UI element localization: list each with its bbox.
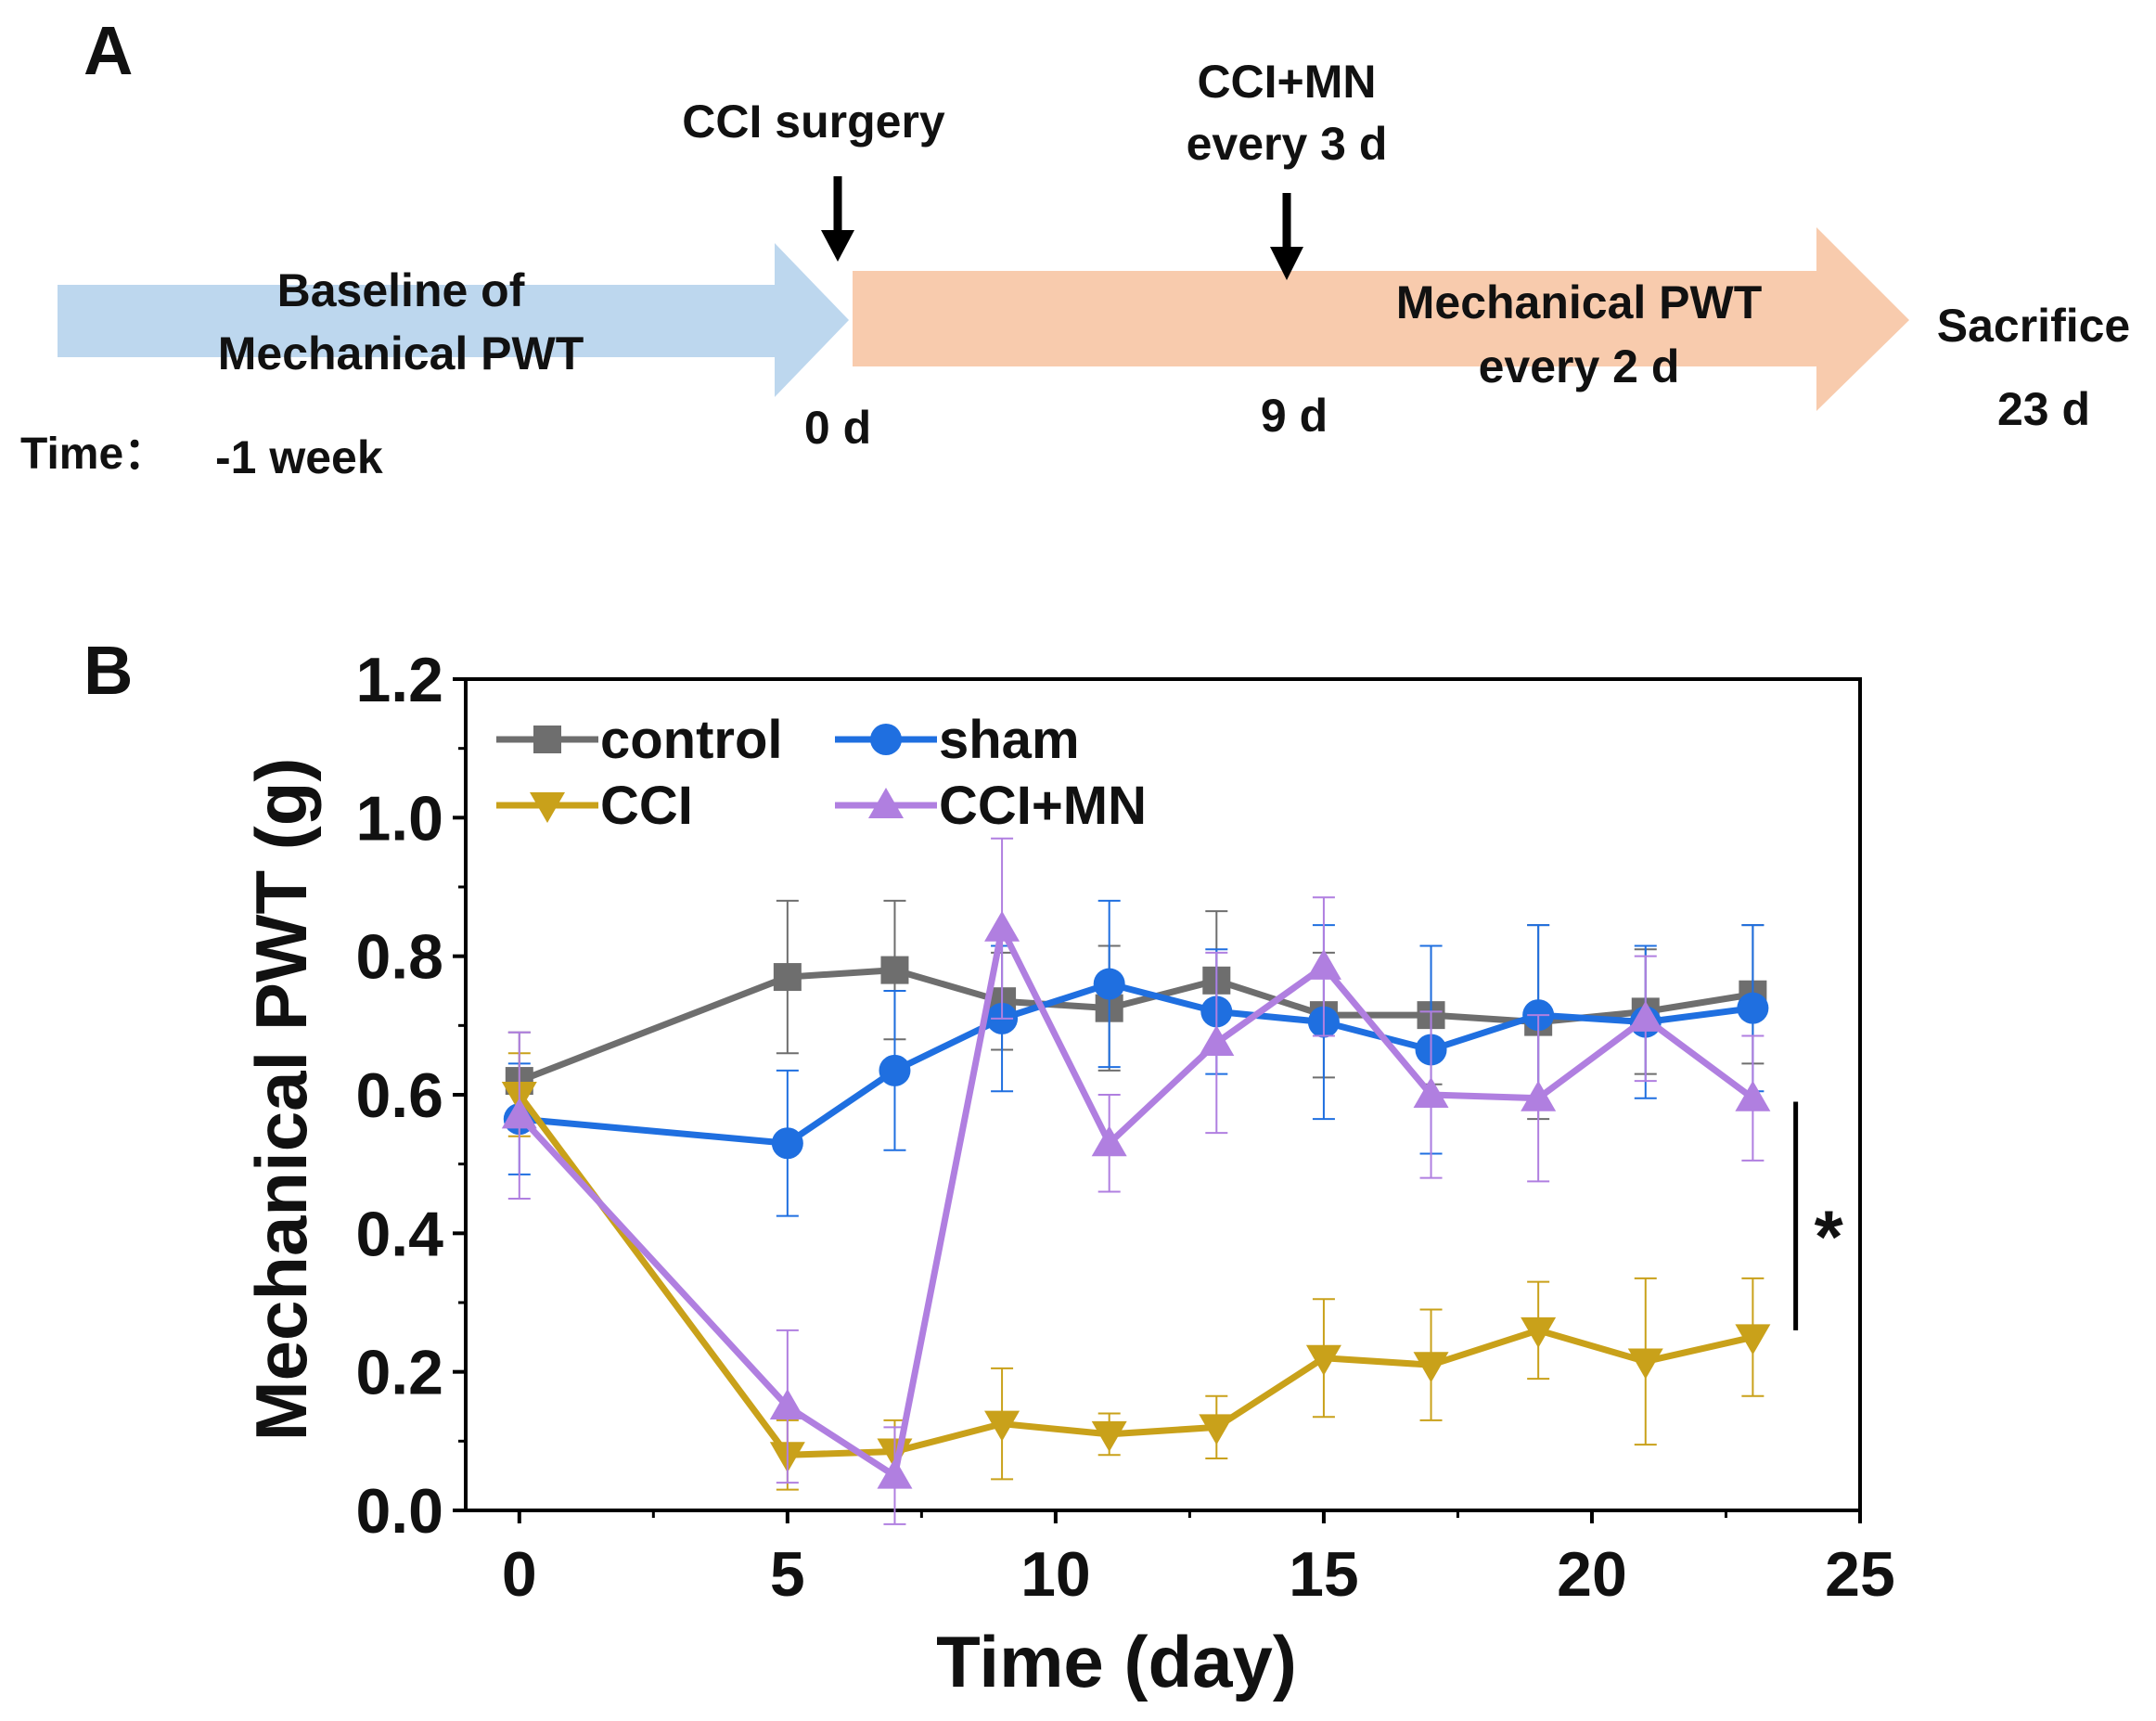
panel-b-label: B — [83, 632, 133, 709]
legend-control-label: control — [600, 710, 783, 770]
sham-point — [771, 1127, 803, 1160]
sham-point — [879, 1054, 911, 1086]
treatment-arrow — [853, 227, 1909, 411]
x-tick-label: 20 — [1557, 1539, 1627, 1610]
y-tick-label: 0.0 — [355, 1476, 443, 1547]
y-tick-label: 0.4 — [355, 1199, 443, 1269]
cci-mn-point — [501, 1098, 537, 1129]
cci-mn-pointer-icon — [1270, 193, 1303, 280]
x-tick-label: 15 — [1289, 1539, 1359, 1610]
mechanical-label-line2: every 2 d — [1479, 340, 1680, 392]
baseline-label-line1: Baseline of — [277, 264, 525, 316]
y-tick-label: 0.2 — [355, 1338, 443, 1408]
y-tick-label: 0.6 — [355, 1060, 443, 1131]
cci-point — [1627, 1348, 1663, 1380]
time-minus-1-week: -1 week — [215, 431, 383, 483]
cci-point — [1521, 1316, 1557, 1348]
baseline-label-line2: Mechanical PWT — [218, 328, 584, 379]
legend-cci-mn-marker — [868, 788, 904, 818]
panel-a-label: A — [83, 12, 133, 89]
control-point — [880, 956, 909, 984]
legend-sham-label: sham — [939, 710, 1080, 770]
cci-series-line — [517, 1092, 1754, 1458]
control-series-line — [518, 967, 1753, 1085]
time-0d: 0 d — [804, 402, 871, 454]
cci-surgery-pointer-icon — [821, 176, 854, 262]
cci-mn-point — [1735, 1080, 1771, 1111]
legend-cci-marker — [530, 792, 565, 823]
y-tick-label: 1.2 — [355, 645, 443, 715]
x-tick-label: 5 — [770, 1539, 805, 1610]
cci-point — [1413, 1352, 1449, 1383]
cci-mn-point — [984, 910, 1020, 942]
cci-mn-point — [1627, 1000, 1663, 1032]
sham-point — [1737, 992, 1769, 1024]
cci-mn-point — [877, 1458, 913, 1489]
cci-mn-label-line1: CCI+MN — [1197, 56, 1376, 108]
y-tick-label: 0.8 — [355, 922, 443, 993]
x-axis-label: Time (day) — [936, 1621, 1297, 1702]
cci-mn-label-line2: every 3 d — [1187, 118, 1388, 170]
mechanical-label-line1: Mechanical PWT — [1396, 276, 1763, 328]
cci-mn-point — [1199, 1025, 1235, 1056]
cci-mn-point — [1521, 1080, 1557, 1111]
baseline-arrow — [58, 243, 849, 397]
line-chart: 0.0 0.2 0.4 0.6 0.8 1.0 1.2 0 5 10 15 20 25 Time (day… — [240, 645, 1895, 1702]
time-9d: 9 d — [1261, 390, 1328, 442]
cci-point — [1199, 1414, 1235, 1445]
cci-surgery-label: CCI surgery — [682, 96, 945, 148]
x-tick-label: 0 — [502, 1539, 537, 1610]
cci-point — [984, 1410, 1020, 1442]
time-23d: 23 d — [1997, 383, 2090, 435]
control-point — [773, 963, 802, 992]
cci-point — [1735, 1324, 1771, 1355]
x-tick-label: 25 — [1825, 1539, 1895, 1610]
cci-mn-point — [1305, 948, 1341, 980]
y-axis-label: Mechanical PWT (g) — [240, 758, 322, 1442]
sacrifice-label: Sacrifice — [1937, 300, 2130, 352]
cci-point — [1091, 1420, 1127, 1452]
legend-cci-mn-label: CCI+MN — [939, 776, 1147, 836]
x-tick-label: 10 — [1020, 1539, 1091, 1610]
significance-label: * — [1815, 1196, 1844, 1278]
cci-point — [1305, 1344, 1341, 1376]
legend-cci-label: CCI — [600, 776, 693, 836]
y-tick-label: 1.0 — [355, 783, 443, 854]
legend-control-marker — [533, 726, 561, 753]
cci-mn-point — [1091, 1125, 1127, 1157]
time-label: Time： — [20, 430, 168, 479]
cci-mn-point — [769, 1389, 805, 1419]
legend-sham-marker — [870, 724, 902, 755]
cci-mn-point — [1413, 1077, 1449, 1108]
sham-point — [1093, 968, 1125, 1000]
